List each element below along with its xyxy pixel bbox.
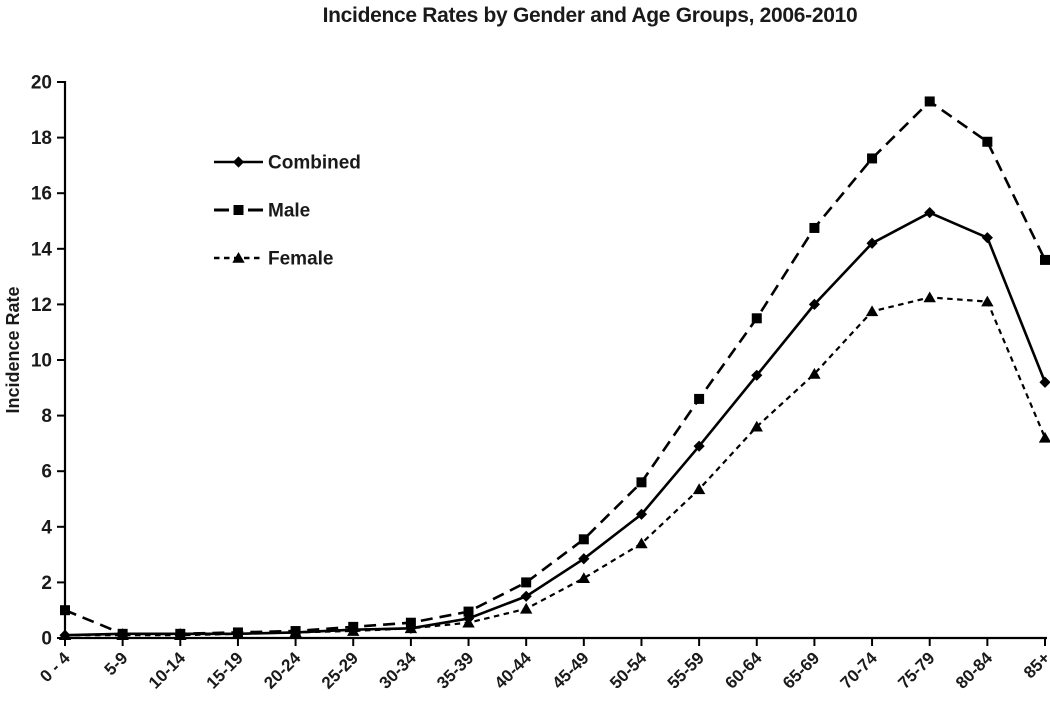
diamond-marker — [635, 508, 648, 520]
diamond-marker — [232, 156, 245, 168]
x-tick-label: 85+ — [1020, 648, 1050, 682]
diamond-marker — [117, 628, 129, 640]
x-tick-label: 5-9 — [101, 648, 132, 679]
x-tick-label: 65-69 — [779, 648, 823, 692]
y-axis-title: Incidence Rate — [3, 286, 23, 413]
x-tick-label: 70-74 — [837, 648, 882, 693]
y-tick-label: 12 — [31, 295, 52, 316]
x-tick-label: 55-59 — [664, 648, 708, 692]
triangle-marker — [865, 305, 879, 317]
triangle-marker — [808, 367, 821, 379]
square-marker — [867, 153, 878, 164]
square-marker — [924, 96, 935, 107]
x-tick-label: 30-34 — [376, 648, 421, 693]
square-marker — [233, 205, 244, 215]
square-marker — [694, 393, 705, 404]
diamond-marker — [347, 624, 359, 636]
y-tick-label: 20 — [31, 73, 52, 94]
x-tick-label: 80-84 — [952, 648, 997, 693]
square-marker — [636, 477, 647, 488]
x-tick-label: 75-79 — [894, 648, 938, 692]
x-tick-label: 20-24 — [260, 648, 305, 693]
y-tick-label: 2 — [41, 573, 52, 594]
legend: Combined Male Female — [214, 153, 361, 270]
square-marker — [463, 606, 474, 617]
triangle-marker — [519, 602, 533, 614]
x-tick-label: 0 - 4 — [36, 648, 74, 686]
square-marker — [60, 605, 70, 616]
triangle-marker — [1038, 431, 1050, 443]
x-tick-label: 50-54 — [606, 648, 651, 693]
y-tick-label: 0 — [41, 629, 52, 650]
y-tick-label: 10 — [31, 351, 52, 372]
diamond-marker — [59, 629, 71, 641]
x-tick-label: 15-19 — [203, 648, 247, 692]
square-marker — [982, 136, 993, 147]
square-marker — [751, 313, 762, 324]
x-tick-label: 25-29 — [318, 648, 362, 692]
axes: 0 2 4 6 8 10 12 14 16 18 20 0 - 4 5-9 10-14 15-19 20-24… — [31, 73, 1050, 693]
diamond-marker — [751, 369, 763, 381]
y-tick-label: 14 — [31, 239, 53, 260]
x-tick-label: 40-44 — [491, 648, 536, 693]
x-tick-label: 45-49 — [548, 648, 592, 692]
triangle-marker — [981, 295, 994, 307]
x-tick-label: 60-64 — [721, 648, 766, 693]
x-tick-label: 10-14 — [145, 648, 190, 693]
chart-title: Incidence Rates by Gender and Age Groups… — [323, 4, 858, 27]
triangle-marker — [692, 483, 706, 495]
series-line-combined — [64, 211, 1047, 637]
triangle-marker — [750, 420, 763, 432]
series-male — [60, 96, 1050, 639]
square-marker — [521, 577, 532, 588]
legend-entry-combined: Combined — [214, 153, 361, 174]
data-series — [58, 96, 1050, 641]
diamond-marker — [520, 590, 532, 602]
triangle-marker — [635, 537, 648, 549]
square-marker — [809, 222, 820, 233]
square-marker — [578, 534, 589, 545]
diamond-marker — [808, 298, 821, 310]
legend-label: Male — [268, 201, 310, 222]
diamond-marker — [1039, 376, 1050, 388]
diamond-marker — [578, 553, 590, 565]
triangle-marker — [577, 572, 591, 584]
diamond-marker — [232, 628, 244, 640]
diamond-marker — [866, 237, 878, 249]
legend-entry-female: Female — [214, 249, 333, 270]
y-tick-label: 18 — [31, 128, 52, 149]
diamond-marker — [405, 622, 417, 634]
series-combined — [59, 207, 1050, 641]
legend-label: Combined — [268, 153, 361, 174]
triangle-marker — [232, 252, 245, 263]
diamond-marker — [174, 628, 186, 640]
triangle-marker — [923, 291, 936, 303]
diamond-marker — [693, 440, 705, 452]
diamond-marker — [289, 626, 302, 639]
legend-label: Female — [268, 249, 333, 270]
y-tick-label: 4 — [41, 517, 52, 538]
diamond-marker — [924, 207, 936, 219]
series-female — [58, 291, 1050, 641]
diamond-marker — [462, 612, 475, 625]
series-line-female — [65, 296, 1047, 637]
y-tick-label: 6 — [41, 462, 52, 483]
legend-entry-male: Male — [214, 201, 310, 222]
series-line-male — [64, 99, 1047, 636]
square-marker — [1040, 254, 1050, 265]
y-tick-label: 16 — [31, 184, 52, 205]
diamond-marker — [981, 232, 993, 244]
x-tick-label: 35-39 — [433, 648, 477, 692]
y-tick-label: 8 — [41, 406, 52, 427]
